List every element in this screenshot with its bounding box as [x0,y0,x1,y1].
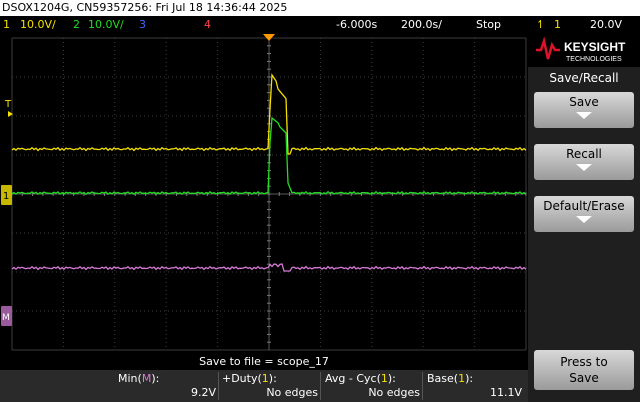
trigger-level: 20.0V [590,18,623,31]
ch1-indicator[interactable]: 1 [3,18,10,31]
keysight-logo: KEYSIGHT TECHNOLOGIES [528,33,640,67]
ch3-indicator[interactable]: 3 [139,18,146,31]
ch2-scale: 10.0V/ [88,18,124,31]
save-button-label: Save [569,95,599,109]
timebase-scale: 200.0s/ [401,18,442,31]
math-waveform [11,263,527,272]
measurement-avg-cyc[interactable]: Avg - Cyc(1): [325,372,396,385]
menu-title: Save/Recall [549,71,619,85]
softkey-panel: KEYSIGHT TECHNOLOGIES Save/Recall Save R… [528,33,640,402]
ch1-scale: 10.0V/ [20,18,56,31]
press-to-save-button[interactable]: Press to Save [534,350,634,390]
measurement-duty-value: No edges [266,386,318,399]
ch2-indicator[interactable]: 2 [73,18,80,31]
ch1-waveform [11,73,527,155]
arrow-down-icon [576,112,592,119]
horizontal-delay: -6.000s [336,18,378,31]
measurement-duty[interactable]: +Duty(1): [222,372,277,385]
math-ground-marker: M [1,306,12,326]
arrow-down-icon [576,164,592,171]
svg-text:M: M [2,313,10,323]
measurement-min[interactable]: Min(M): [118,372,160,385]
ch1-ground-marker: 1 [1,185,12,205]
svg-text:T: T [4,99,12,110]
waveform-display[interactable]: T 1 M [0,33,528,353]
trigger-slope-icon: ↿ [536,18,546,31]
measurement-base[interactable]: Base(1): [427,372,474,385]
recall-button[interactable]: Recall [534,144,634,180]
measurement-min-value: 9.2V [190,386,216,399]
trigger-position-marker [263,34,275,41]
svg-text:TECHNOLOGIES: TECHNOLOGIES [566,56,622,63]
arrow-down-icon [576,216,592,223]
measurement-avg-cyc-value: No edges [368,386,420,399]
ch4-indicator[interactable]: 4 [204,18,211,31]
run-state: Stop [476,18,502,31]
measurement-bar: Min(M): 9.2V +Duty(1): No edges Avg - Cy… [0,370,528,402]
window-title: DSOX1204G, CN59357256: Fri Jul 18 14:36:… [0,0,640,16]
svg-text:1: 1 [3,191,9,202]
default-erase-button[interactable]: Default/Erase [534,196,634,232]
save-filename: Save to file = scope_17 [199,355,329,368]
default-erase-button-label: Default/Erase [543,199,625,213]
save-button[interactable]: Save [534,92,634,128]
measurement-base-value: 11.1V [489,386,522,399]
trigger-source: 1 [554,18,561,31]
svg-text:KEYSIGHT: KEYSIGHT [564,40,626,54]
recall-button-label: Recall [566,147,602,161]
trigger-level-marker: T [4,99,13,117]
status-bar: 1 10.0V/ 2 10.0V/ 3 4 -6.000s 200.0s/ St… [0,16,640,33]
ch2-waveform [11,116,527,196]
waveform-graticule: T 1 M [1,34,527,351]
save-filename-bar: Save to file = scope_17 [0,353,528,370]
